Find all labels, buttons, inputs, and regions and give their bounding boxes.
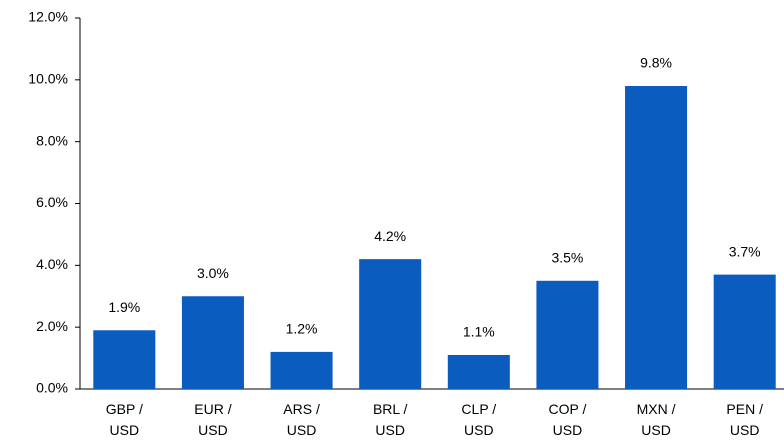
x-tick-label: PEN / USD	[726, 401, 763, 438]
bar	[181, 296, 244, 389]
value-label: 1.2%	[286, 321, 318, 337]
y-tick-label: 10.0%	[28, 71, 68, 87]
y-tick-label: 8.0%	[36, 132, 68, 148]
value-label: 3.7%	[729, 243, 761, 259]
x-tick-label: GBP / USD	[105, 401, 143, 438]
value-label: 1.9%	[108, 299, 140, 315]
x-tick-label: EUR / USD	[194, 401, 232, 438]
x-tick-label: ARS / USD	[283, 401, 320, 438]
y-tick-label: 4.0%	[36, 256, 68, 272]
x-tick-label: BRL / USD	[372, 401, 408, 438]
value-label: 3.0%	[197, 265, 229, 281]
y-tick-label: 0.0%	[36, 380, 68, 396]
bar	[93, 330, 156, 389]
x-tick-label: CLP / USD	[461, 401, 497, 438]
bar	[270, 351, 333, 389]
bar	[625, 86, 688, 390]
bar	[713, 274, 776, 389]
x-tick-label: MXN / USD	[636, 401, 676, 438]
value-label: 9.8%	[640, 55, 672, 71]
y-tick-label: 2.0%	[36, 318, 68, 334]
y-tick-label: 6.0%	[36, 194, 68, 210]
y-tick-label: 12.0%	[28, 9, 68, 25]
x-tick-label: COP / USD	[548, 401, 587, 438]
bar	[536, 280, 599, 389]
bar	[359, 259, 422, 389]
value-label: 1.1%	[463, 324, 495, 340]
bar	[447, 354, 510, 389]
value-label: 4.2%	[374, 228, 406, 244]
value-label: 3.5%	[551, 249, 583, 265]
